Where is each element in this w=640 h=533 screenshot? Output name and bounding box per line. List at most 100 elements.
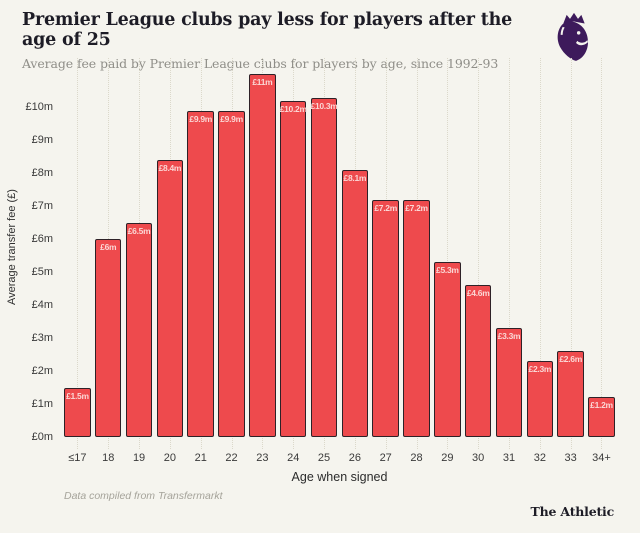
bar-value-label: £4.6m: [466, 288, 490, 299]
y-tick-label: £6m: [31, 233, 53, 246]
bar-columns: £1.5m ≤17 £6m 18 £6.5m 19 £8.4m 20 £9.9m 21 £9.9m 2…: [62, 58, 617, 464]
y-tick-label: £3m: [31, 332, 53, 345]
bar: £1.5m: [64, 387, 91, 437]
bar-value-label: £7.2m: [374, 202, 397, 213]
bar: £4.6m: [464, 285, 492, 437]
gridline: [601, 58, 603, 449]
lion-crown: [563, 12, 585, 24]
lion-jaw: [576, 40, 588, 46]
bar-value-label: £6.5m: [127, 225, 151, 236]
bar: £8.4m: [156, 160, 184, 437]
bar-value-label: £1.5m: [66, 390, 89, 401]
bar-column: £9.9m 22: [216, 58, 247, 464]
x-tick-label: 21: [194, 452, 207, 464]
bar-column: £5.3m 29: [432, 58, 463, 464]
x-tick-label: 29: [441, 452, 454, 464]
bar-column: £3.3m 31: [494, 58, 525, 464]
y-tick-label: £10m: [25, 101, 53, 114]
bar-value-label: £5.3m: [436, 265, 459, 276]
x-tick-label: 33: [564, 452, 577, 464]
bar-column: £11m 23: [247, 58, 278, 464]
source-note: Data compiled from Transfermarkt: [64, 490, 223, 502]
gridline: [509, 58, 510, 449]
bar: £1.2m: [588, 397, 615, 437]
chart-header: Premier League clubs pay less for player…: [22, 10, 542, 71]
bar-value-label: £2.6m: [559, 354, 582, 365]
y-tick-label: £2m: [31, 365, 53, 378]
y-tick-label: £1m: [31, 398, 53, 411]
x-tick-label: 27: [379, 452, 392, 464]
brand-wordmark: The Athletic: [530, 504, 615, 519]
y-tick-label: £8m: [31, 167, 53, 180]
bar-column: £2.6m 33: [555, 58, 586, 464]
y-tick-label: £0m: [31, 431, 53, 443]
x-tick-label: 28: [410, 452, 423, 464]
bar-column: £8.1m 26: [339, 58, 370, 464]
bar-column: £2.3m 32: [524, 58, 555, 464]
bar: £7.2m: [403, 199, 430, 437]
x-axis-title: Age when signed: [291, 470, 388, 484]
bar-value-label: £10.3m: [310, 100, 338, 111]
bar-value-label: £8.4m: [158, 163, 182, 174]
bar-column: £6.5m 19: [124, 58, 155, 464]
bar-value-label: £8.1m: [343, 173, 367, 184]
bar: £7.2m: [372, 199, 399, 437]
bar: £11m: [249, 74, 276, 437]
lion-head: [557, 21, 588, 61]
bar: £10.3m: [310, 97, 338, 437]
x-tick-label: 20: [163, 452, 177, 464]
gridline: [570, 58, 572, 449]
bar: £8.1m: [341, 170, 369, 437]
x-tick-label: 19: [132, 452, 146, 464]
bar: £10.2m: [279, 100, 307, 437]
x-tick-label: 32: [533, 452, 546, 464]
bar-value-label: £10.2m: [279, 103, 307, 114]
x-tick-label: 31: [502, 452, 516, 464]
bar-value-label: £6m: [100, 242, 117, 253]
premier-league-lion-icon: [557, 12, 588, 61]
x-tick-label: 22: [225, 452, 238, 464]
chart-subtitle: Average fee paid by Premier League clubs…: [22, 56, 499, 72]
x-tick-label: 24: [287, 452, 300, 464]
x-tick-label: 25: [317, 452, 331, 464]
x-tick-label: 18: [102, 452, 115, 464]
bar-column: £6m 18: [93, 58, 124, 464]
x-tick-label: 26: [348, 452, 361, 464]
gridline: [478, 58, 480, 449]
x-tick-label: 23: [256, 452, 269, 464]
gridline: [447, 58, 449, 449]
gridline: [77, 58, 79, 449]
bar-column: £7.2m 27: [370, 58, 401, 464]
bar-value-label: £9.9m: [189, 113, 213, 124]
lion-mane-notch: [560, 26, 565, 35]
bar-value-label: £11m: [252, 77, 273, 88]
bar: £5.3m: [434, 262, 461, 437]
x-tick-label: 34+: [592, 452, 611, 464]
bar-column: £10.2m 24: [278, 58, 309, 464]
lion-eye: [576, 31, 581, 35]
gridline: [539, 58, 541, 449]
bar: £9.9m: [187, 110, 214, 437]
bar: £2.6m: [557, 351, 584, 437]
y-axis-title: Average transfer fee (£): [6, 189, 18, 306]
bar-value-label: £2.3m: [528, 364, 552, 375]
bar: £6m: [94, 239, 122, 437]
x-tick-label: 30: [472, 452, 485, 464]
bar-column: £9.9m 21: [185, 58, 216, 464]
bar-value-label: £7.2m: [405, 202, 428, 213]
bar-column: £8.4m 20: [154, 58, 185, 464]
bar-value-label: £9.9m: [220, 113, 243, 124]
page-title: Premier League clubs pay less for player…: [22, 10, 513, 51]
bar: £6.5m: [125, 222, 153, 437]
plot-area: £1.5m ≤17 £6m 18 £6.5m 19 £8.4m 20 £9.9m 21 £9.9m 2…: [25, 58, 617, 464]
bar-value-label: £3.3m: [497, 331, 521, 342]
y-tick-label: £9m: [31, 134, 53, 147]
y-tick-label: £7m: [31, 200, 53, 213]
bar-column: £4.6m 30: [463, 58, 494, 464]
bar-column: £1.5m ≤17: [62, 58, 93, 464]
bar-column: £1.2m 34+: [586, 58, 617, 464]
bar: £9.9m: [218, 110, 245, 437]
y-tick-label: £5m: [31, 266, 53, 279]
y-tick-label: £4m: [31, 299, 53, 312]
